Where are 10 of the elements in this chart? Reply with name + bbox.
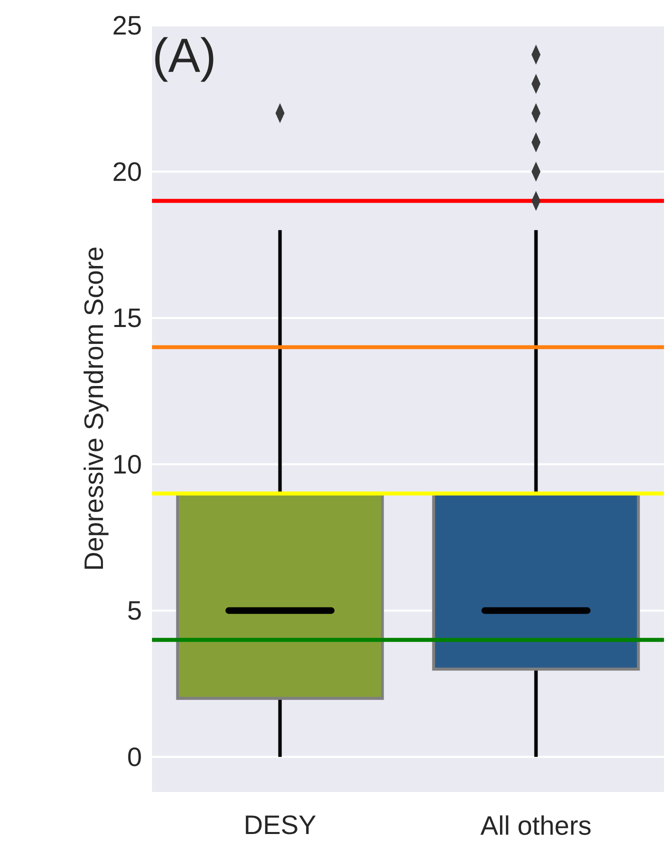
annotation: (A) [155, 37, 214, 82]
y-tick-label: 25 [114, 16, 141, 35]
y-tick-label: 0 [128, 747, 141, 766]
y-tick-label: 10 [114, 454, 141, 474]
y-tick-label: 15 [114, 308, 141, 328]
x-tick-label: DESY [246, 815, 316, 834]
y-tick-label: 20 [114, 162, 141, 182]
x-tick-label: All others [480, 815, 591, 835]
y-axis-title: Depressive Syndrom Score [84, 248, 108, 569]
y-tick-label: 5 [128, 601, 141, 620]
